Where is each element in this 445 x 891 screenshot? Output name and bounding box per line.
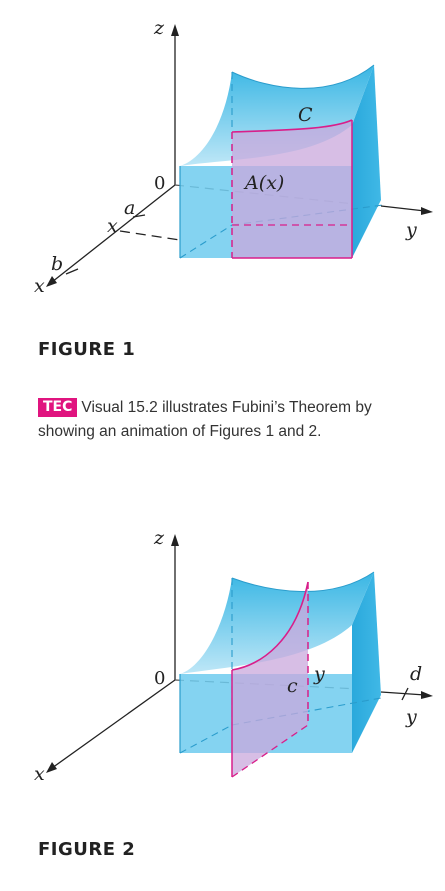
slice-curve — [231, 581, 309, 671]
curve-C — [231, 119, 353, 133]
y-axis-label: y — [405, 706, 417, 728]
label-a: a — [124, 197, 135, 219]
label-C: C — [298, 104, 313, 126]
curved-top-surface — [180, 572, 374, 674]
origin-label: 0 — [154, 173, 165, 194]
z-axis-label: z — [153, 17, 165, 39]
solid-right-face — [352, 65, 381, 258]
y-axis-arrow — [421, 691, 433, 699]
y-axis — [380, 691, 426, 696]
origin-label: 0 — [154, 668, 165, 689]
figure-1: z x y x a — [0, 0, 445, 300]
x-axis-arrow — [46, 762, 57, 773]
x-axis — [51, 679, 176, 769]
tec-note-text: Visual 15.2 illustrates Fubini’s Theorem… — [38, 399, 372, 440]
tick-d — [401, 687, 409, 701]
tec-badge: TEC — [38, 398, 78, 417]
hidden-edge-left — [179, 724, 233, 754]
x-axis-label: x — [34, 275, 45, 297]
tick-a — [132, 214, 146, 218]
x-position-line — [119, 230, 181, 241]
figure-1-caption: FIGURE 1 — [38, 339, 136, 360]
figure-2-diagram: z x y d 0 c y — [34, 527, 433, 785]
label-c: c — [287, 675, 298, 697]
x-axis-label: x — [34, 763, 45, 785]
label-b: b — [51, 253, 63, 275]
x-axis-arrow — [46, 276, 57, 287]
label-A-of-x: A(x) — [243, 172, 284, 194]
solid-right-face — [352, 572, 381, 753]
surface-back-edge — [231, 571, 375, 593]
y-axis-arrow — [421, 207, 433, 215]
tick-b — [65, 268, 79, 275]
y-slice-label: y — [313, 663, 325, 685]
x-axis — [51, 184, 176, 283]
y-axis-label: y — [405, 219, 417, 241]
z-axis-arrow — [171, 24, 179, 36]
tec-note: TEC Visual 15.2 illustrates Fubini’s Theo… — [38, 396, 418, 444]
z-axis-arrow — [171, 534, 179, 546]
label-d: d — [410, 663, 422, 685]
x-slice-label: x — [107, 215, 118, 237]
figure-2: z x y d 0 c y — [0, 520, 445, 820]
slice-base-hidden — [231, 724, 309, 778]
surface-back-edge — [231, 64, 375, 89]
z-axis-label: z — [153, 527, 165, 549]
figure-1-diagram: z x y x a — [34, 17, 433, 297]
figure-2-caption: FIGURE 2 — [38, 839, 136, 860]
y-axis — [380, 205, 426, 212]
hidden-edge-left — [179, 224, 233, 259]
cross-section-area — [232, 120, 352, 258]
